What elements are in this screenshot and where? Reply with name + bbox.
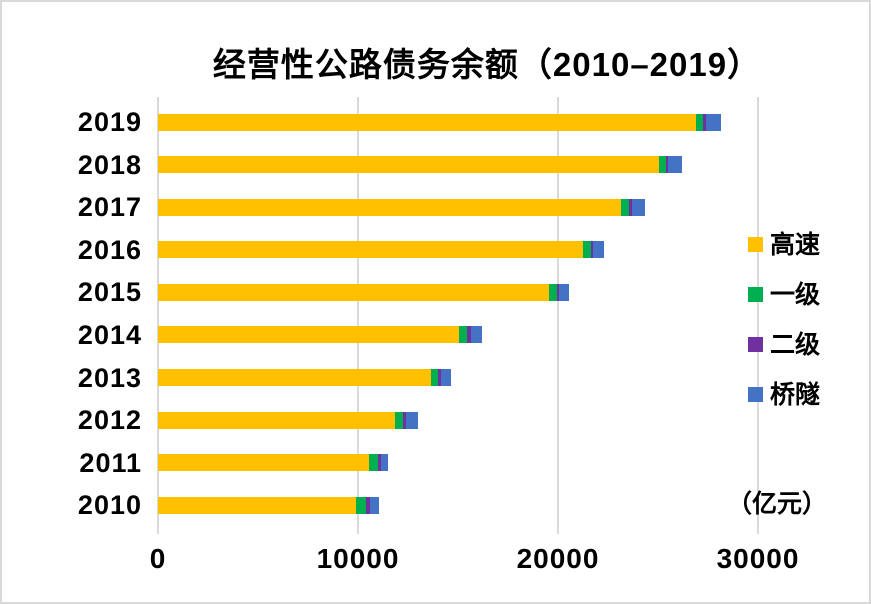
- bar-segment: [158, 241, 583, 259]
- bar-segment: [467, 326, 471, 344]
- bar-segment: [402, 411, 406, 429]
- bar-segment: [438, 369, 442, 386]
- bar-segment: [366, 496, 370, 514]
- bar-segment: [378, 454, 381, 472]
- bar-segment: [356, 496, 367, 514]
- legend-swatch: [748, 337, 763, 352]
- bar-segment: [369, 496, 379, 514]
- legend-item: 一级: [748, 280, 868, 310]
- bar-segment: [559, 283, 569, 301]
- x-axis-label: 10000: [316, 543, 400, 574]
- bar-segment: [621, 198, 629, 216]
- bar-segment: [158, 198, 621, 216]
- bar-segment: [631, 198, 646, 216]
- bar-segment: [556, 283, 559, 301]
- bar-segment: [158, 496, 356, 514]
- bar-segment: [549, 283, 557, 301]
- legend-swatch: [748, 237, 763, 252]
- legend-label: 桥隧: [770, 381, 821, 409]
- y-axis-label: 2011: [79, 447, 142, 478]
- bar-segment: [395, 411, 403, 429]
- x-axis-label: 30000: [716, 543, 800, 574]
- bar-segment: [158, 283, 549, 301]
- bar-segment: [158, 156, 659, 174]
- y-axis-label: 2012: [77, 405, 142, 436]
- legend-swatch: [748, 387, 763, 402]
- bar-segment: [705, 113, 721, 131]
- bar-segment: [405, 411, 418, 429]
- y-axis-label: 2014: [77, 319, 142, 350]
- bar-segment: [629, 198, 632, 216]
- bar-segment: [665, 156, 668, 174]
- y-axis-label: 2018: [77, 149, 142, 180]
- x-axis-label: 0: [149, 543, 167, 574]
- gridline: [757, 97, 759, 534]
- y-axis-label: 2013: [77, 362, 142, 393]
- bar-segment: [459, 326, 468, 344]
- bar-segment: [590, 241, 593, 259]
- chart-title: 经营性公路债务余额（2010–2019）: [212, 46, 762, 83]
- plot-area: [157, 97, 774, 534]
- legend-item: 高速: [748, 230, 868, 260]
- y-axis-label: 2015: [77, 277, 142, 308]
- legend-item: 桥隧: [748, 380, 868, 410]
- y-axis-label: 2017: [77, 192, 142, 223]
- bar-segment: [441, 369, 451, 386]
- legend-label: 高速: [770, 231, 821, 259]
- bar-segment: [667, 156, 683, 174]
- legend-swatch: [748, 287, 763, 302]
- bar-segment: [369, 454, 379, 472]
- bar-segment: [431, 369, 439, 386]
- bar-segment: [659, 156, 666, 174]
- gridline: [357, 97, 359, 534]
- bar-segment: [158, 326, 459, 344]
- bar-segment: [158, 369, 431, 386]
- y-axis-line: [157, 97, 159, 534]
- legend-item: 二级: [748, 330, 868, 360]
- y-axis-label: 2019: [77, 107, 142, 138]
- y-axis-label: 2010: [77, 490, 142, 521]
- bar-segment: [470, 326, 482, 344]
- bar-segment: [593, 241, 605, 259]
- bar-segment: [381, 454, 388, 472]
- legend-label: 一级: [770, 281, 821, 309]
- x-axis-label: 20000: [516, 543, 600, 574]
- gridline: [557, 97, 559, 534]
- legend-label: 二级: [770, 331, 821, 359]
- bar-segment: [696, 113, 704, 131]
- bar-segment: [583, 241, 591, 259]
- bar-segment: [158, 113, 696, 131]
- axis-unit-label: （亿元）: [726, 490, 827, 518]
- y-axis-label: 2016: [77, 234, 142, 265]
- bar-segment: [158, 454, 369, 472]
- bar-segment: [158, 411, 395, 429]
- bar-segment: [703, 113, 706, 131]
